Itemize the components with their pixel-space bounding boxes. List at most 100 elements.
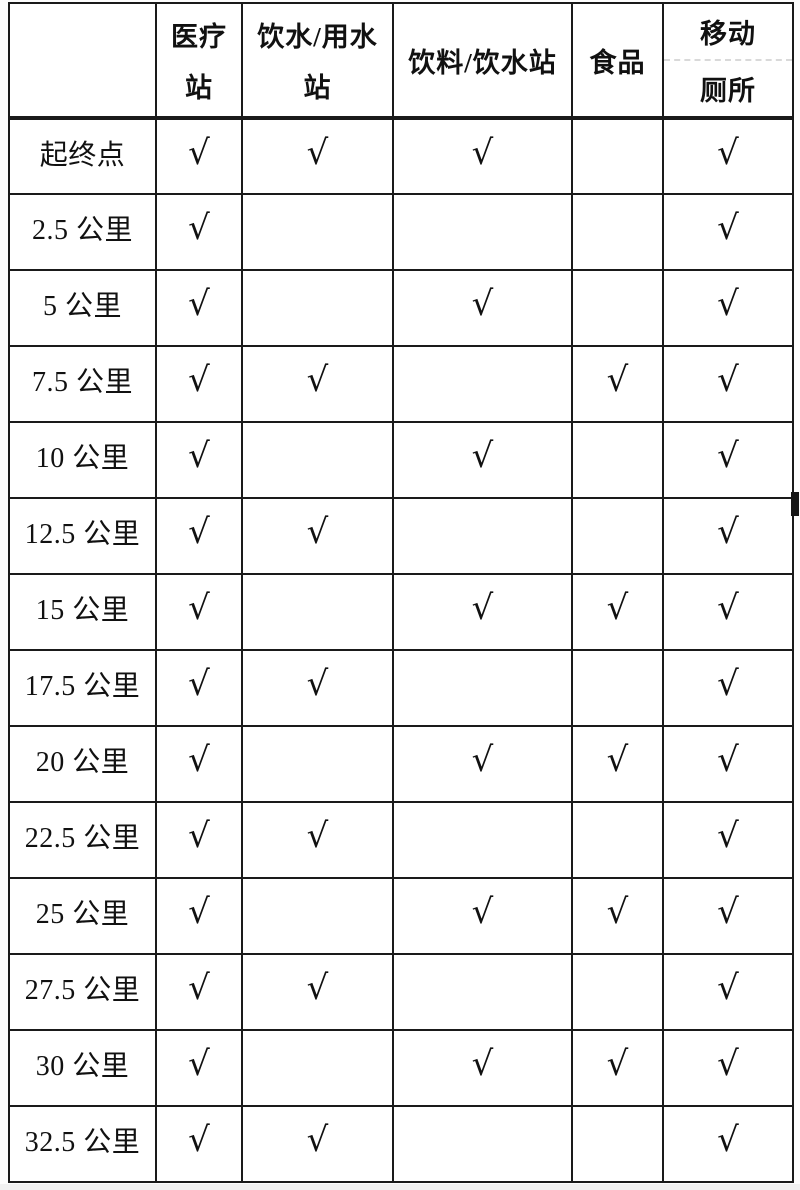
check-mark: √ xyxy=(306,1120,329,1160)
check-mark: √ xyxy=(306,816,329,856)
check-cell xyxy=(392,497,573,575)
check-cell: √ xyxy=(662,953,794,1031)
table-row: 30 公里 √ √ √ √ xyxy=(8,1029,794,1107)
check-cell: √ xyxy=(662,1029,794,1107)
check-mark: √ xyxy=(717,208,739,248)
column-header-label: 饮水/用水 xyxy=(257,22,378,53)
check-cell: √ xyxy=(662,497,794,575)
table-row: 15 公里 √ √ √ √ xyxy=(8,573,794,651)
row-label: 10 公里 xyxy=(8,421,157,499)
check-mark: √ xyxy=(188,816,210,856)
table-row: 7.5 公里 √ √ √ √ xyxy=(8,345,794,423)
check-cell: √ xyxy=(392,1029,573,1107)
check-mark: √ xyxy=(188,284,210,324)
check-cell xyxy=(571,269,664,347)
check-cell: √ xyxy=(662,345,794,423)
check-cell: √ xyxy=(571,725,664,803)
check-mark: √ xyxy=(717,816,739,856)
check-cell: √ xyxy=(571,877,664,955)
table-header: 医疗 站 饮水/用水 站 饮料/饮水站 食品 xyxy=(8,2,794,120)
row-label: 2.5 公里 xyxy=(8,193,157,271)
check-mark: √ xyxy=(717,512,739,552)
check-mark: √ xyxy=(188,132,210,173)
check-mark: √ xyxy=(606,740,629,780)
row-label: 32.5 公里 xyxy=(8,1105,157,1183)
check-mark: √ xyxy=(717,740,739,780)
check-mark: √ xyxy=(188,360,210,400)
check-cell: √ xyxy=(155,117,243,195)
check-mark: √ xyxy=(717,360,739,400)
row-label: 25 公里 xyxy=(8,877,157,955)
check-mark: √ xyxy=(188,1044,210,1084)
row-label: 30 公里 xyxy=(8,1029,157,1107)
check-mark: √ xyxy=(188,968,210,1008)
column-header-label: 食品 xyxy=(589,47,646,78)
check-cell: √ xyxy=(155,193,243,271)
column-header-label: 厕所 xyxy=(700,76,756,106)
check-cell xyxy=(392,649,573,727)
check-mark: √ xyxy=(188,512,210,552)
row-label: 20 公里 xyxy=(8,725,157,803)
check-mark: √ xyxy=(606,360,629,400)
check-cell: √ xyxy=(241,801,394,879)
check-cell xyxy=(571,801,664,879)
check-mark: √ xyxy=(188,588,210,628)
check-cell: √ xyxy=(155,573,243,651)
column-header-beverage: 饮料/饮水站 xyxy=(392,2,573,120)
check-cell: √ xyxy=(662,1105,794,1183)
check-cell: √ xyxy=(241,345,394,423)
row-label: 15 公里 xyxy=(8,573,157,651)
column-header-label: 站 xyxy=(303,72,332,103)
check-cell xyxy=(571,497,664,575)
header-cell-divider xyxy=(665,59,791,61)
check-cell: √ xyxy=(662,269,794,347)
check-cell xyxy=(392,193,573,271)
check-cell: √ xyxy=(662,725,794,803)
check-cell: √ xyxy=(571,345,664,423)
check-cell: √ xyxy=(571,1029,664,1107)
check-mark: √ xyxy=(717,1120,739,1160)
check-cell: √ xyxy=(662,573,794,651)
check-mark: √ xyxy=(306,664,329,704)
table-row: 2.5 公里 √ √ xyxy=(8,193,794,271)
check-cell xyxy=(241,421,394,499)
table-row: 20 公里 √ √ √ √ xyxy=(8,725,794,803)
check-cell: √ xyxy=(392,421,573,499)
check-cell xyxy=(571,117,664,195)
check-cell xyxy=(571,421,664,499)
check-cell: √ xyxy=(155,953,243,1031)
header-row: 医疗 站 饮水/用水 站 饮料/饮水站 食品 xyxy=(8,2,794,120)
check-cell xyxy=(571,953,664,1031)
check-cell: √ xyxy=(662,801,794,879)
check-mark: √ xyxy=(717,968,739,1008)
table-row: 27.5 公里 √ √ √ xyxy=(8,953,794,1031)
table-row: 32.5 公里 √ √ √ xyxy=(8,1105,794,1183)
check-cell: √ xyxy=(155,649,243,727)
column-header-food: 食品 xyxy=(571,2,664,120)
page-bottom-strip xyxy=(0,1184,800,1190)
corner-cell xyxy=(8,2,157,120)
check-cell: √ xyxy=(662,877,794,955)
check-mark: √ xyxy=(606,892,629,932)
check-cell xyxy=(571,193,664,271)
service-stations-table: 医疗 站 饮水/用水 站 饮料/饮水站 食品 xyxy=(8,2,794,1183)
check-cell: √ xyxy=(155,421,243,499)
check-cell xyxy=(241,725,394,803)
check-mark: √ xyxy=(717,892,739,932)
check-cell: √ xyxy=(155,345,243,423)
check-mark: √ xyxy=(306,968,329,1008)
check-cell: √ xyxy=(662,649,794,727)
check-cell xyxy=(241,269,394,347)
check-mark: √ xyxy=(306,132,329,173)
check-mark: √ xyxy=(471,132,494,173)
check-cell xyxy=(392,953,573,1031)
check-mark: √ xyxy=(471,740,494,780)
scrollbar-thumb[interactable] xyxy=(791,492,799,516)
check-cell xyxy=(571,649,664,727)
column-header-label: 站 xyxy=(185,72,213,103)
table-body: 起终点 √ √ √ √ 2.5 公里 √ √ 5 公里 √ √ √ 7.5 公里… xyxy=(8,117,794,1183)
check-cell: √ xyxy=(155,269,243,347)
table-row: 5 公里 √ √ √ xyxy=(8,269,794,347)
check-cell xyxy=(392,1105,573,1183)
row-label: 5 公里 xyxy=(8,269,157,347)
